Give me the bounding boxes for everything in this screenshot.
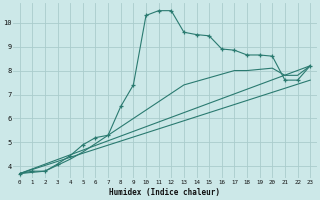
X-axis label: Humidex (Indice chaleur): Humidex (Indice chaleur) <box>109 188 220 197</box>
